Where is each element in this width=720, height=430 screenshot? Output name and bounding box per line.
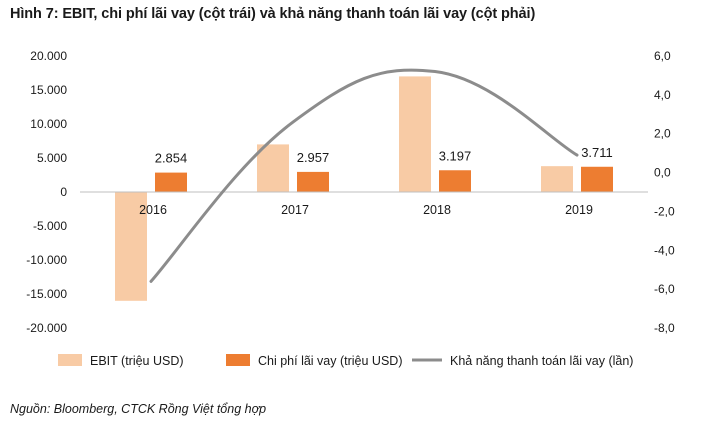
ebit-bar: [257, 144, 289, 192]
left-tick-label: 15.000: [30, 83, 67, 97]
bars: [115, 76, 613, 301]
legend-label-ebit: EBIT (triệu USD): [90, 354, 184, 368]
right-tick-label: 4,0: [654, 88, 671, 102]
data-labels: 2.854 2.957 3.197 3.711: [155, 145, 613, 166]
right-tick-label: 2,0: [654, 127, 671, 141]
left-tick-label: 0: [60, 185, 67, 199]
chart-title: Hình 7: EBIT, chi phí lãi vay (cột trái)…: [10, 6, 536, 22]
left-tick-label: 10.000: [30, 117, 67, 131]
right-tick-label: 0,0: [654, 166, 671, 180]
right-tick-label: -8,0: [654, 321, 675, 335]
ebit-bar: [115, 192, 147, 301]
right-tick-label: -6,0: [654, 282, 675, 296]
legend-label-coverage: Khả năng thanh toán lãi vay (lần): [450, 354, 633, 368]
left-tick-label: -20.000: [26, 321, 67, 335]
coverage-line-path: [149, 68, 579, 283]
category-labels: 2016 2017 2018 2019: [139, 203, 593, 217]
right-axis: -8,0 -6,0 -4,0 -2,0 0,0 2,0 4,0 6,0: [654, 49, 675, 335]
left-tick-label: 20.000: [30, 49, 67, 63]
interest-bar: [297, 171, 329, 192]
left-axis: -20.000 -15.000 -10.000 -5.000 0 5.000 10.000 1…: [26, 49, 67, 335]
ebit-bar: [399, 76, 431, 192]
category-label: 2017: [281, 203, 309, 217]
interest-bar: [581, 166, 613, 192]
left-tick-label: -10.000: [26, 253, 67, 267]
chart: -20.000 -15.000 -10.000 -5.000 0 5.000 10.000 1…: [26, 49, 675, 368]
legend-swatch-ebit: [58, 354, 82, 366]
legend-label-interest: Chi phí lãi vay (triệu USD): [258, 354, 403, 368]
interest-data-label: 3.711: [581, 145, 613, 160]
interest-data-label: 2.854: [155, 151, 188, 166]
legend: EBIT (triệu USD) Chi phí lãi vay (triệu U…: [58, 354, 633, 368]
ebit-bar: [541, 166, 573, 192]
category-label: 2019: [565, 203, 593, 217]
category-label: 2018: [423, 203, 451, 217]
right-tick-label: -2,0: [654, 204, 675, 218]
interest-bar: [155, 172, 187, 192]
source-note: Nguồn: Bloomberg, CTCK Rồng Việt tổng hợ…: [10, 402, 267, 416]
category-label: 2016: [139, 203, 167, 217]
left-tick-label: -5.000: [33, 219, 67, 233]
left-tick-label: 5.000: [37, 151, 67, 165]
right-tick-label: -4,0: [654, 243, 675, 257]
interest-data-label: 3.197: [439, 148, 472, 163]
interest-bar: [439, 170, 471, 192]
left-tick-label: -15.000: [26, 287, 67, 301]
legend-swatch-interest: [226, 354, 250, 366]
interest-data-label: 2.957: [297, 150, 330, 165]
right-tick-label: 6,0: [654, 49, 671, 63]
coverage-line: [149, 68, 579, 283]
